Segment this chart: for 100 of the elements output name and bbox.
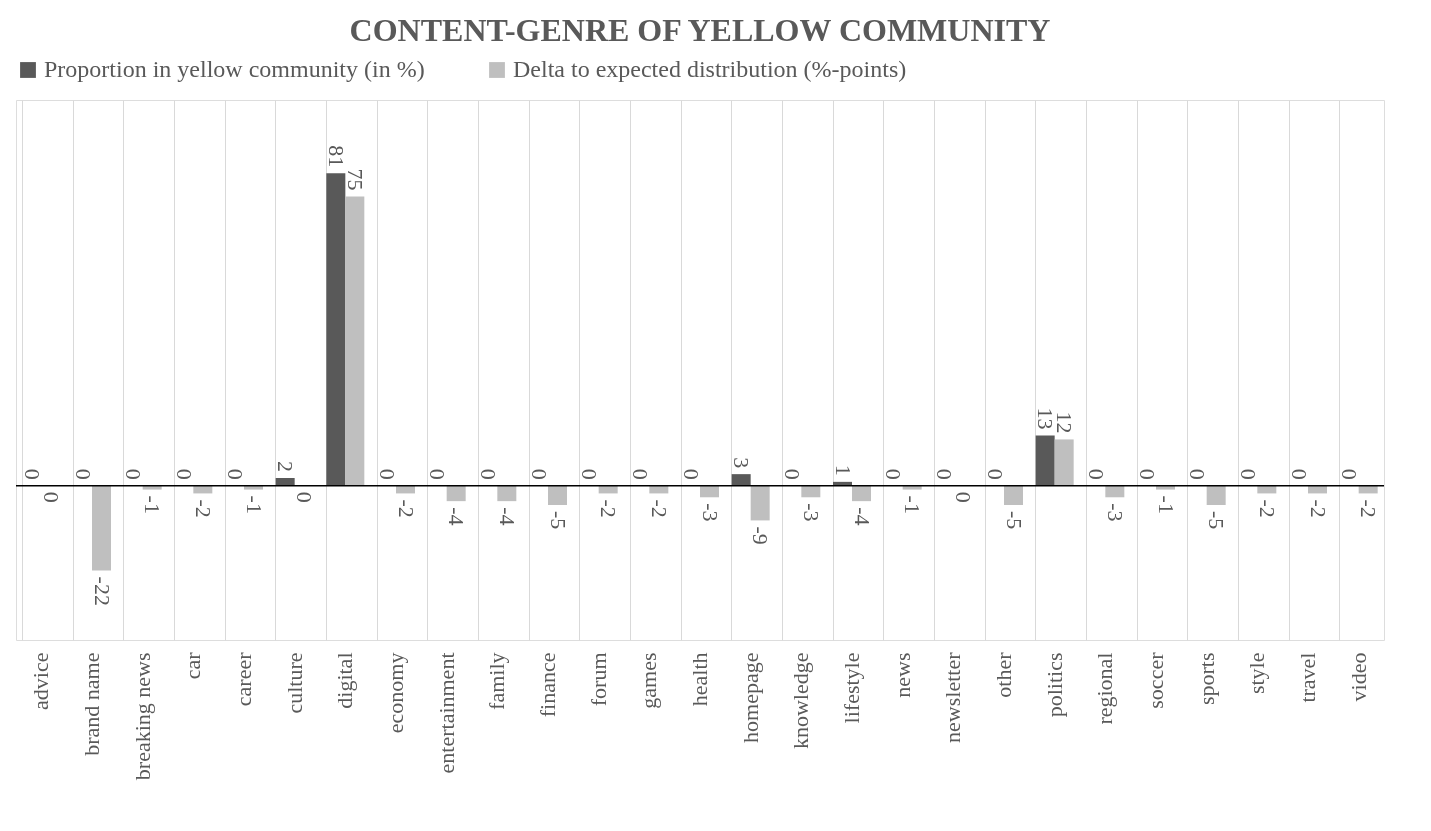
data-label: 0 [475,468,501,480]
x-tick-label: finance [535,652,560,718]
data-label: -3 [697,503,723,522]
bar [598,485,618,494]
data-label: 0 [1185,468,1211,480]
x-tick-label: homepage [737,652,763,743]
data-label: 0 [19,468,45,480]
data-label: 12 [1052,411,1078,434]
data-label: -9 [748,526,774,545]
x-tick-label: news [889,652,915,698]
data-label: -4 [444,507,470,526]
bar [548,485,567,505]
data-label: 0 [292,491,318,503]
bar [345,196,365,486]
bar [1105,485,1125,498]
x-tick-label: sports [1193,652,1219,706]
bar [1004,485,1023,505]
data-label: 0 [931,468,957,480]
x-tick-label: travel [1295,652,1320,703]
data-label: 0 [1083,468,1109,480]
data-label: -5 [1001,511,1027,530]
data-label: -5 [1204,511,1230,530]
data-label: 0 [171,468,197,480]
data-label: 81 [323,145,349,168]
x-tick-label: style [1244,652,1270,695]
data-label: 2 [273,461,299,472]
bar [1156,485,1175,490]
bar [649,485,669,494]
data-label: -2 [393,499,419,518]
legend-label: Delta to expected distribution (%-points) [513,56,907,82]
data-label: 0 [881,468,907,480]
x-tick-label: health [687,652,712,707]
data-label: 0 [38,491,64,503]
data-label: 0 [1134,468,1160,480]
bar [700,485,719,498]
data-label: 0 [526,468,552,480]
data-label: 1 [830,464,856,476]
data-label: 0 [950,491,976,503]
bar [801,485,821,498]
bar [244,485,263,490]
data-label: -2 [1254,499,1280,518]
x-tick-label: brand name [79,652,104,756]
data-label: -1 [900,495,926,514]
bar [750,485,770,521]
data-label: -1 [1153,495,1179,514]
bar [193,485,213,494]
data-label: -2 [1305,499,1331,518]
data-label: 0 [70,468,96,480]
data-label: 0 [982,468,1008,480]
data-label: 3 [729,457,755,469]
x-tick-label: economy [383,652,408,734]
x-tick-label: knowledge [788,652,814,750]
data-label: -1 [140,495,166,514]
bar [1358,485,1378,494]
x-tick-label: politics [1041,652,1067,718]
x-tick-label: games [636,652,662,709]
bar [731,474,751,486]
x-tick-label: digital [332,652,358,709]
bar [497,485,517,502]
data-label: 0 [374,468,400,480]
bar [902,485,922,490]
bar [275,478,295,486]
data-label: -2 [646,499,672,518]
data-label: 0 [577,468,603,480]
bar [396,485,415,494]
data-label: -22 [89,576,115,606]
x-tick-label: career [231,651,256,707]
bar [446,485,466,502]
bar [1035,435,1055,486]
data-label: -3 [798,503,824,522]
x-tick-label: forum [585,652,611,707]
x-tick-label: soccer [1143,651,1168,709]
bar [142,485,162,490]
data-label: 75 [342,168,368,191]
data-label: -2 [190,499,216,518]
data-label: 0 [121,468,147,480]
x-tick-label: entertainment [433,652,459,774]
data-label: -4 [849,507,875,526]
data-label: 0 [222,468,248,480]
x-tick-label: video [1345,652,1371,702]
data-label: -5 [545,511,571,530]
data-label: 0 [1337,468,1363,480]
legend-label: Proportion in yellow community (in %) [44,56,425,82]
bar [1257,485,1277,494]
bar [1054,439,1074,486]
data-label: -1 [241,495,267,514]
x-tick-label: culture [281,652,307,714]
x-tick-label: other [991,651,1016,698]
data-label: 0 [779,468,805,480]
data-label: 0 [425,468,451,480]
data-label: 0 [1286,468,1312,480]
x-tick-label: advice [28,652,54,710]
bar [92,485,111,571]
x-tick-label: car [180,651,206,680]
data-label: -2 [596,499,622,518]
x-tick-label: lifestyle [839,652,864,724]
data-label: 0 [678,468,704,480]
data-label: -3 [1102,503,1128,522]
data-label: -4 [494,507,520,526]
chart-title: CONTENT-GENRE OF YELLOW COMMUNITY [349,12,1051,48]
